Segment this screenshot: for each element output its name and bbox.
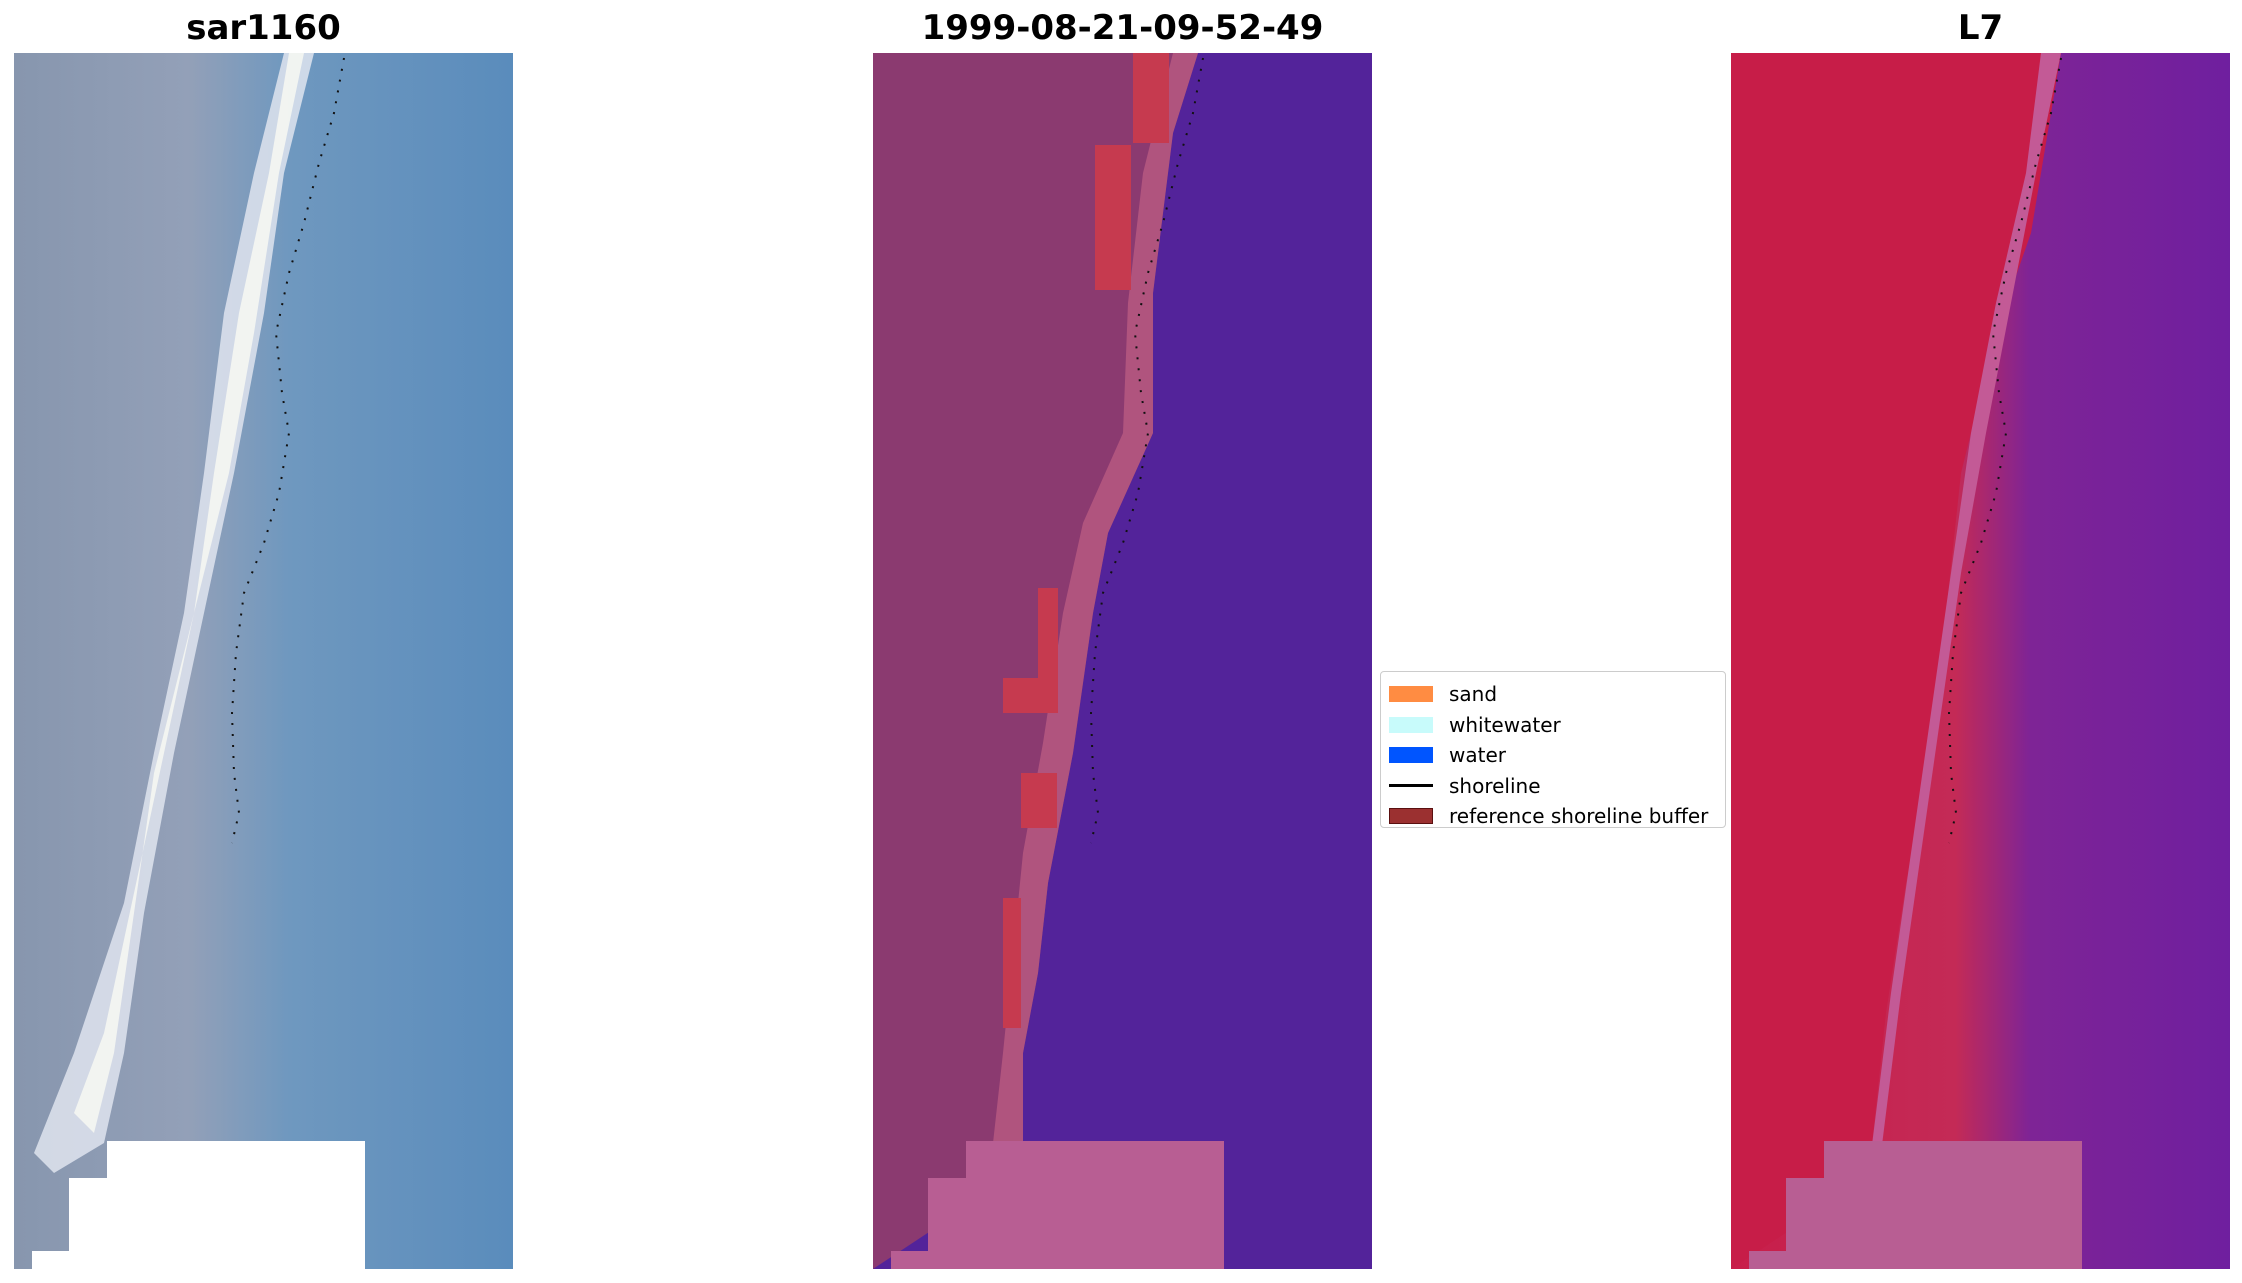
legend-item-whitewater: whitewater <box>1389 710 1717 741</box>
legend-label: reference shoreline buffer <box>1449 804 1709 829</box>
classified-image <box>873 53 1372 1269</box>
rgb-image-panel <box>14 53 513 1269</box>
false-color-image-panel <box>1731 53 2230 1269</box>
classified-image-panel <box>873 53 1372 1269</box>
whitewater-swatch <box>1389 716 1433 733</box>
panel-title-classified: 1999-08-21-09-52-49 <box>921 8 1324 48</box>
water-swatch <box>1389 747 1433 764</box>
legend-label: shoreline <box>1449 773 1541 798</box>
sand-swatch <box>1389 686 1433 703</box>
reference-buffer-swatch <box>1389 808 1433 825</box>
legend-item-water: water <box>1389 740 1717 771</box>
panel-title-false-color: L7 <box>1957 8 2004 48</box>
legend: sand whitewater water shoreline referenc… <box>1380 671 1726 828</box>
legend-label: water <box>1449 743 1506 768</box>
legend-label: sand <box>1449 682 1498 707</box>
rgb-image <box>14 53 513 1269</box>
legend-item-shoreline: shoreline <box>1389 771 1717 802</box>
panel-title-rgb: sar1160 <box>186 8 341 48</box>
legend-item-reference-shoreline-buffer: reference shoreline buffer <box>1389 801 1717 832</box>
legend-item-sand: sand <box>1389 679 1717 710</box>
false-color-image <box>1731 53 2230 1269</box>
legend-label: whitewater <box>1449 712 1561 737</box>
shoreline-line-swatch <box>1389 784 1433 788</box>
